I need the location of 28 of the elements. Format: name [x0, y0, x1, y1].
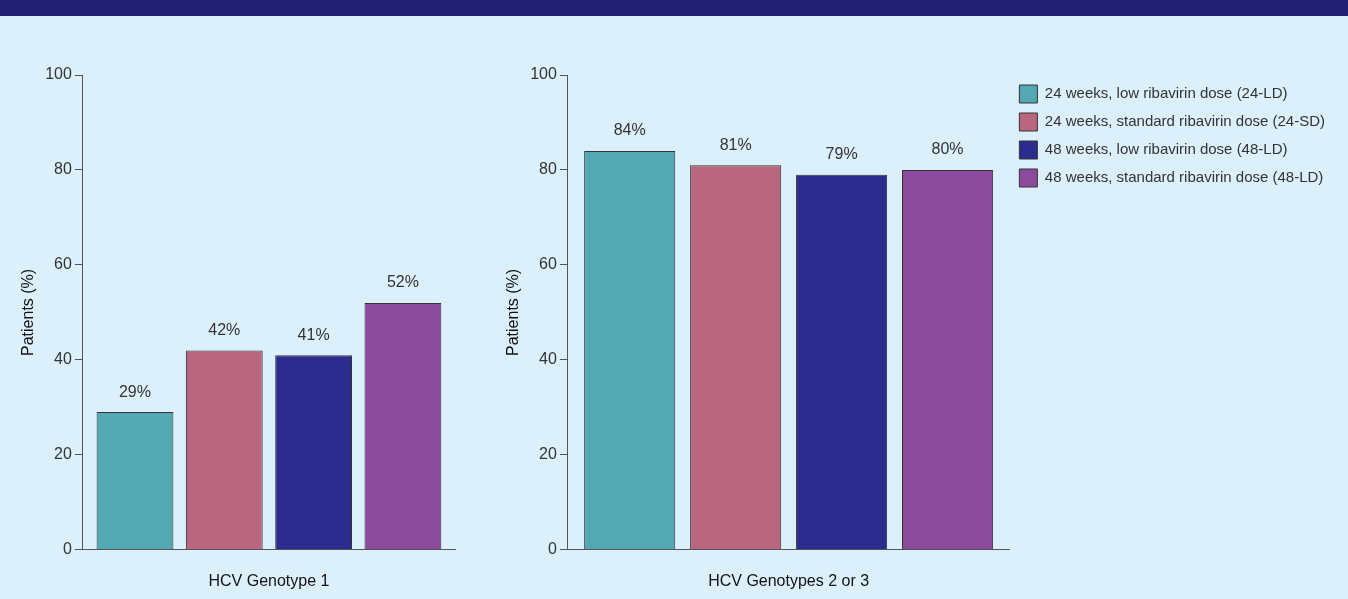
x-axis-title: HCV Genotypes 2 or 3 — [708, 571, 870, 589]
data-label: 79% — [825, 145, 858, 163]
y-axis-title: Patients (%) — [504, 268, 522, 356]
y-tick-label: 0 — [62, 540, 72, 558]
data-label: 80% — [931, 140, 964, 158]
legend-label: 48 weeks, low ribavirin dose (48-LD) — [1044, 140, 1288, 158]
legend-label: 24 weeks, low ribavirin dose (24-LD) — [1044, 84, 1288, 102]
legend-label: 24 weeks, standard ribavirin dose (24-SD) — [1044, 112, 1326, 130]
y-tick-label: 60 — [539, 255, 557, 273]
y-tick-label: 100 — [45, 65, 72, 83]
data-label: 52% — [386, 273, 419, 291]
y-tick-label: 80 — [54, 160, 72, 178]
data-label: 81% — [719, 135, 752, 153]
data-label: 42% — [208, 320, 241, 338]
y-tick-label: 40 — [539, 350, 557, 368]
data-label: 29% — [118, 382, 152, 400]
data-label: 41% — [297, 325, 330, 343]
y-axis-title: Patients (%) — [19, 268, 37, 356]
data-label: 84% — [613, 121, 646, 139]
y-tick-label: 20 — [54, 445, 72, 463]
y-tick-label: 0 — [547, 540, 557, 558]
x-axis-title: HCV Genotype 1 — [208, 571, 330, 589]
y-tick-label: 40 — [54, 350, 72, 368]
y-tick-label: 20 — [539, 445, 557, 463]
y-tick-label: 60 — [54, 255, 72, 273]
y-tick-label: 100 — [530, 65, 557, 83]
legend-label: 48 weeks, standard ribavirin dose (48-LD) — [1044, 168, 1324, 186]
y-tick-label: 80 — [539, 160, 557, 178]
